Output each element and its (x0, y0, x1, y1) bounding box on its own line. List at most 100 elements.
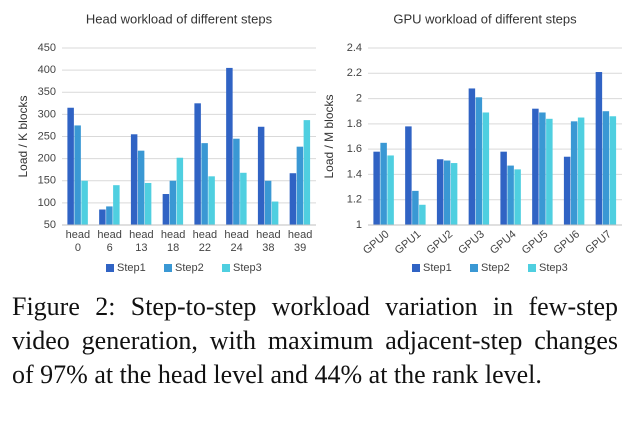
bar (296, 146, 304, 225)
legend-swatch (222, 264, 230, 272)
legend-swatch (164, 264, 172, 272)
bar (81, 180, 88, 225)
legend-swatch (470, 264, 478, 272)
x-tick-label: GPU5 (520, 228, 551, 256)
bar (257, 126, 265, 225)
bar (475, 97, 483, 225)
bar (443, 160, 451, 225)
legend-swatch (528, 264, 536, 272)
bar (500, 151, 507, 225)
x-tick-label: head 39 (287, 229, 313, 254)
y-tick-label: 450 (38, 42, 56, 54)
bar (602, 111, 610, 225)
x-tick-label: head 0 (65, 229, 91, 254)
bar (289, 173, 297, 225)
bar (577, 117, 585, 225)
legend-label: Step3 (233, 262, 262, 274)
legend-label: Step2 (481, 262, 510, 274)
bar (436, 159, 444, 225)
figure: Head workload of different steps Load / K… (16, 11, 622, 274)
bar (162, 194, 170, 225)
bar (144, 182, 152, 225)
x-tick-label: head 18 (160, 229, 186, 254)
bar (412, 190, 419, 225)
x-tick-label: GPU6 (552, 228, 583, 256)
bar (99, 209, 106, 225)
legend-swatch (106, 264, 114, 272)
y-tick-label: 100 (38, 197, 56, 209)
legend-label: Step1 (117, 262, 146, 274)
bar (176, 157, 184, 225)
bar (539, 112, 546, 225)
bar (264, 180, 272, 225)
bar (373, 151, 380, 225)
bar (532, 108, 539, 225)
legend-label: Step3 (539, 262, 568, 274)
bar (303, 120, 311, 225)
x-tick-label: GPU2 (425, 228, 456, 256)
bar (563, 156, 571, 225)
y-tick-label: 150 (38, 175, 56, 187)
bar (595, 72, 603, 226)
bar (113, 185, 120, 225)
bar (169, 180, 177, 225)
y-tick-label: 1 (356, 219, 362, 231)
y-tick-label: 1.2 (347, 194, 362, 206)
y-tick-label: 2 (356, 92, 362, 104)
bar (387, 155, 394, 225)
bar (482, 112, 490, 225)
y-tick-label: 1.4 (347, 168, 362, 180)
y-axis-label: Load / M blocks (322, 94, 336, 178)
bar (450, 163, 458, 225)
y-tick-label: 2.4 (347, 42, 362, 54)
bar (468, 88, 476, 225)
bar (380, 142, 387, 225)
bar (194, 103, 201, 225)
x-tick-label: GPU4 (488, 228, 519, 256)
x-tick-label: GPU7 (583, 228, 614, 256)
x-tick-label: head 38 (256, 229, 281, 254)
x-tick-label: head 6 (97, 229, 122, 254)
legend-swatch (412, 264, 420, 272)
x-tick-label: GPU1 (393, 228, 424, 256)
bar (201, 143, 208, 225)
x-tick-label: head 24 (224, 229, 249, 254)
bar (271, 201, 279, 225)
y-tick-label: 200 (38, 153, 56, 165)
bar (137, 150, 145, 225)
bar (226, 67, 233, 225)
bar (233, 138, 240, 225)
y-tick-label: 250 (38, 130, 56, 142)
bar (405, 126, 412, 225)
y-tick-label: 350 (38, 86, 56, 98)
bar (419, 204, 426, 225)
x-tick-label: head 22 (192, 229, 218, 254)
bar (507, 165, 514, 225)
y-tick-label: 400 (38, 64, 56, 76)
y-tick-label: 1.6 (347, 143, 362, 155)
bar (514, 169, 521, 225)
y-tick-label: 2.2 (347, 67, 362, 79)
y-tick-label: 50 (44, 219, 56, 231)
x-tick-label: head 13 (129, 229, 154, 254)
bar (240, 172, 247, 225)
bar (609, 116, 617, 225)
bar (67, 107, 74, 225)
x-tick-label: GPU3 (456, 228, 487, 256)
bar (546, 118, 553, 225)
bar (208, 176, 215, 225)
y-tick-label: 300 (38, 108, 56, 120)
bar (74, 125, 81, 225)
legend-label: Step1 (423, 262, 452, 274)
x-tick-label: GPU0 (361, 228, 392, 256)
bar (106, 206, 113, 225)
y-tick-label: 1.8 (347, 118, 362, 130)
chart-title: GPU workload of different steps (393, 11, 577, 26)
bar (130, 134, 138, 225)
chart-title: Head workload of different steps (86, 11, 273, 26)
y-axis-label: Load / K blocks (16, 95, 30, 177)
caption: Figure 2: Step-to-step workload variatio… (12, 292, 618, 389)
legend-label: Step2 (175, 262, 204, 274)
bar (570, 121, 578, 225)
